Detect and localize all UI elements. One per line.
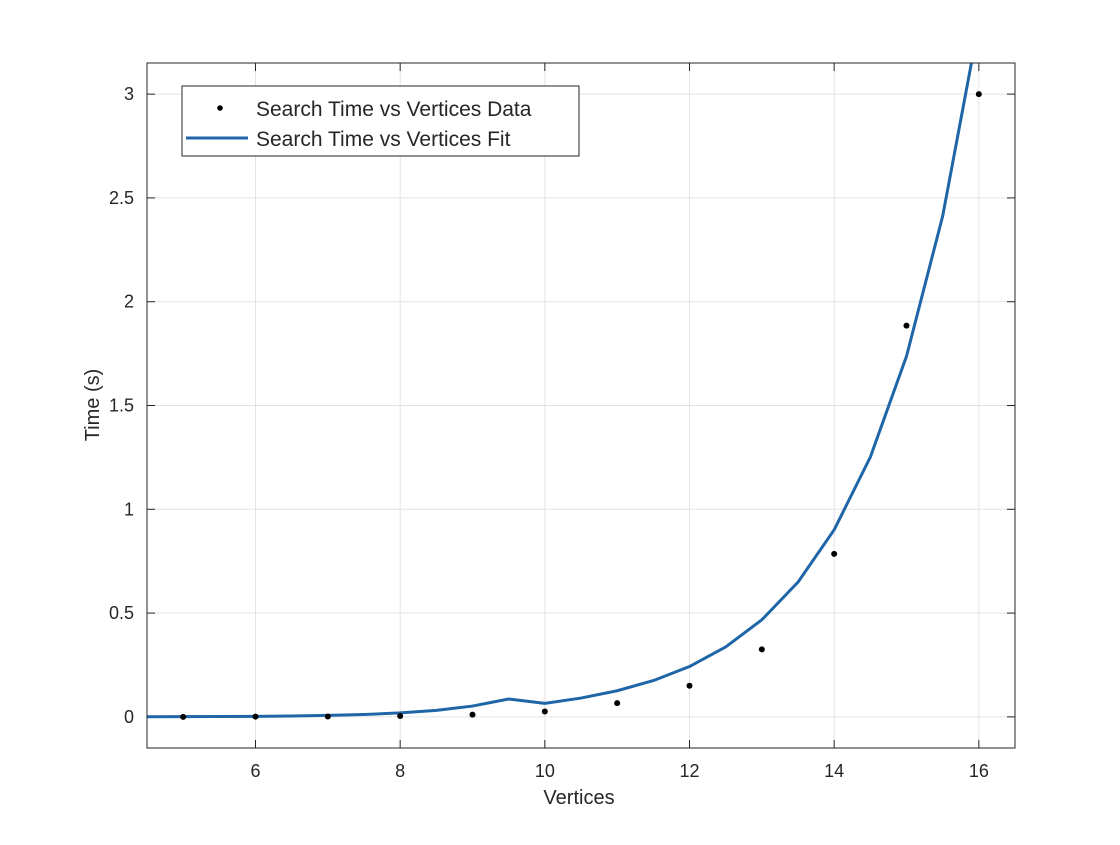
- data-point: [469, 711, 476, 718]
- series-layer: [147, 63, 982, 720]
- data-point: [686, 682, 693, 689]
- y-tick-label: 0.5: [109, 603, 134, 623]
- data-point: [324, 713, 331, 720]
- y-tick-label: 2.5: [109, 188, 134, 208]
- x-tick-label: 10: [535, 761, 555, 781]
- x-tick-label: 16: [969, 761, 989, 781]
- data-point: [975, 91, 982, 98]
- grid: [147, 63, 1015, 748]
- legend: Search Time vs Vertices Data Search Time…: [181, 85, 580, 157]
- data-point: [180, 713, 187, 720]
- y-tick-label: 3: [124, 84, 134, 104]
- x-tick-label: 14: [824, 761, 844, 781]
- x-tick-label: 8: [395, 761, 405, 781]
- data-point: [758, 646, 765, 653]
- y-tick-label: 1.5: [109, 396, 134, 416]
- plot-frame: [146, 62, 1016, 749]
- x-axis-label: Vertices: [543, 787, 614, 809]
- y-tick-label: 0: [124, 707, 134, 727]
- x-tick-label: 6: [250, 761, 260, 781]
- data-point: [614, 700, 621, 707]
- y-tick-label: 2: [124, 292, 134, 312]
- tick-labels: 6 8 10 12 14 16 0 0.5 1 1.5 2 2.5 3: [109, 84, 989, 781]
- data-point: [252, 713, 259, 720]
- data-point: [831, 550, 838, 557]
- y-axis-label: Time (s): [82, 369, 104, 442]
- legend-data-label: Search Time vs Vertices Data: [256, 98, 532, 121]
- fit-line: [147, 63, 973, 719]
- y-tick-label: 1: [124, 499, 134, 519]
- legend-data-marker: [217, 105, 223, 111]
- data-point: [903, 322, 910, 329]
- x-tick-label: 12: [679, 761, 699, 781]
- legend-fit-label: Search Time vs Vertices Fit: [256, 128, 511, 151]
- legend-box: [181, 85, 580, 157]
- data-point: [397, 713, 404, 720]
- data-point: [541, 708, 548, 715]
